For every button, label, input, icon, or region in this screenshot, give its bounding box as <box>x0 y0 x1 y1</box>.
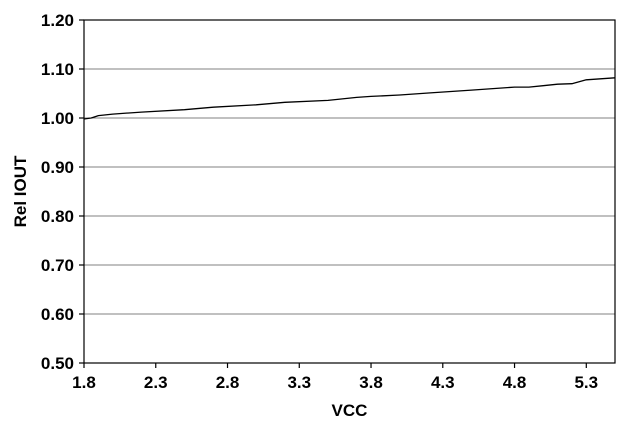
plot-area-border <box>83 19 616 364</box>
y-tick-label: 1.20 <box>41 11 74 30</box>
y-tick-label: 0.90 <box>41 158 74 177</box>
y-tick-label: 0.80 <box>41 207 74 226</box>
y-tick-label: 1.00 <box>41 109 74 128</box>
x-tick-label: 4.8 <box>503 373 527 392</box>
x-tick-label: 4.3 <box>431 373 455 392</box>
series-layer <box>83 77 616 120</box>
y-axis-ticks: 1.20 1.10 1.00 0.90 0.80 0.70 0.60 0.50 <box>41 11 84 373</box>
y-tick-label: 0.60 <box>41 305 74 324</box>
x-axis-ticks: 1.8 2.3 2.8 3.3 3.8 4.3 4.8 5.3 <box>72 363 598 392</box>
series-line <box>83 77 616 120</box>
gridlines <box>84 68 615 315</box>
y-tick-label: 0.70 <box>41 256 74 275</box>
x-axis-title: VCC <box>332 401 368 420</box>
x-tick-label: 2.3 <box>144 373 168 392</box>
x-tick-label: 5.3 <box>574 373 598 392</box>
y-axis-title: Rel IOUT <box>11 155 30 227</box>
x-tick-label: 3.3 <box>287 373 311 392</box>
x-tick-label: 2.8 <box>216 373 240 392</box>
x-tick-label: 3.8 <box>359 373 383 392</box>
y-tick-label: 0.50 <box>41 354 74 373</box>
x-tick-label: 1.8 <box>72 373 96 392</box>
y-tick-label: 1.10 <box>41 60 74 79</box>
